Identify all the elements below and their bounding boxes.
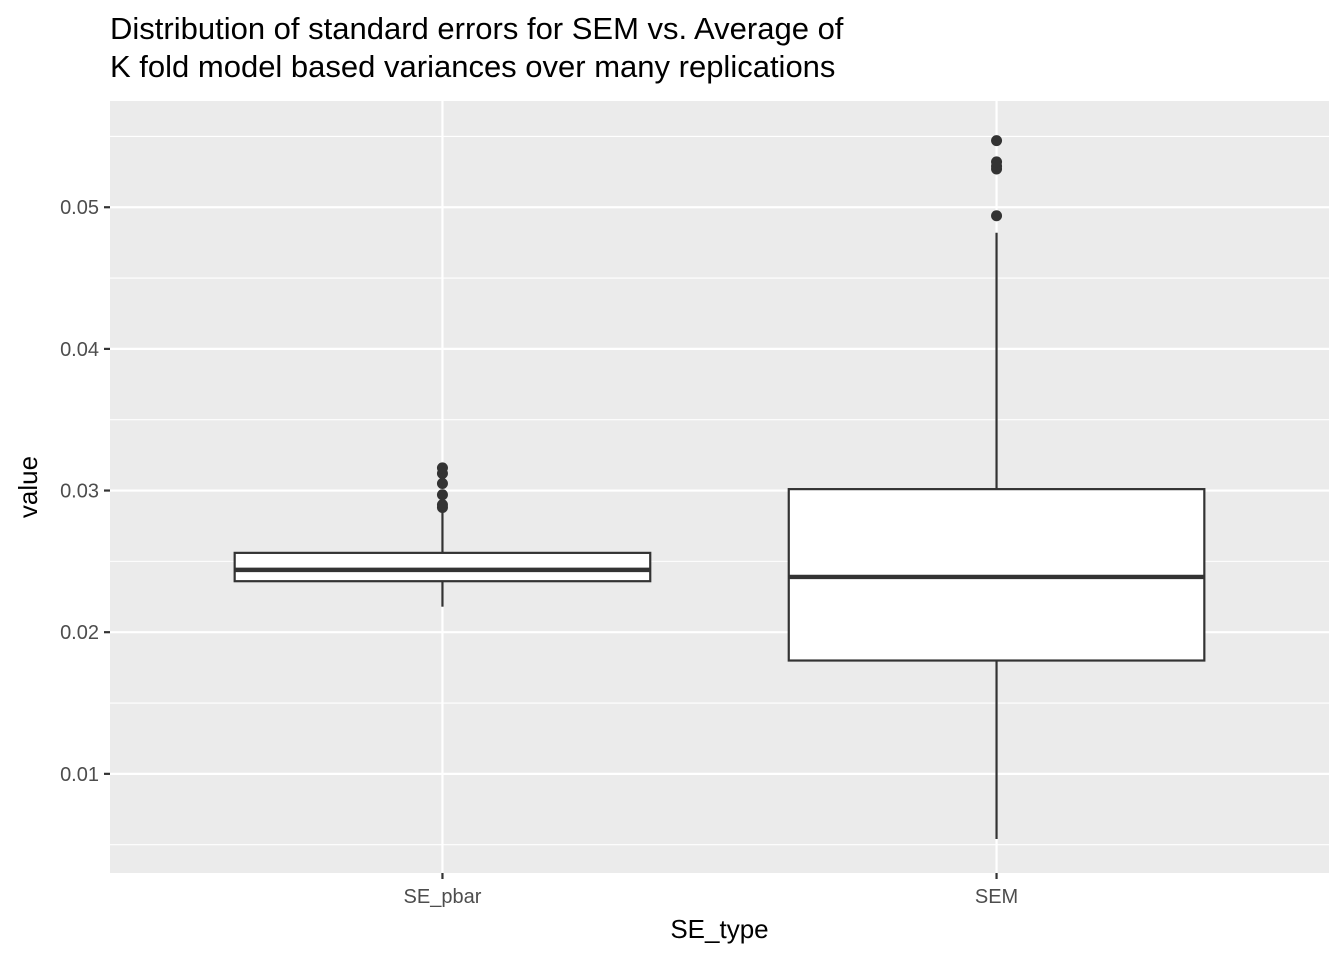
outlier-point [436, 477, 448, 489]
y-axis: 0.01 0.02 0.03 0.04 0.05 [60, 197, 110, 786]
outlier-point [436, 489, 448, 501]
outlier-point [991, 135, 1003, 147]
y-axis-title: value [13, 456, 43, 518]
x-tick-label: SEM [975, 886, 1018, 908]
y-tick-label: 0.03 [60, 481, 99, 503]
y-tick-label: 0.01 [60, 764, 99, 786]
chart-title: Distribution of standard errors for SEM … [110, 10, 843, 86]
outlier-point [991, 156, 1003, 168]
outlier-point [436, 499, 448, 511]
box-iqr [233, 551, 652, 583]
box-group [233, 135, 1206, 840]
plot-panel [110, 101, 1329, 873]
box-se-pbar [233, 462, 652, 607]
y-tick-label: 0.05 [60, 197, 99, 219]
chart-title-line-1: Distribution of standard errors for SEM … [110, 11, 844, 46]
outlier-point [991, 210, 1003, 222]
box-sem [787, 135, 1206, 840]
x-axis-title: SE_type [670, 914, 768, 944]
y-tick-label: 0.04 [60, 339, 99, 361]
x-tick-label: SE_pbar [404, 886, 482, 908]
outlier-point [436, 462, 448, 474]
chart-title-line-2: K fold model based variances over many r… [110, 49, 836, 84]
x-axis: SE_pbar SEM [404, 873, 1018, 908]
y-tick-label: 0.02 [60, 622, 99, 644]
